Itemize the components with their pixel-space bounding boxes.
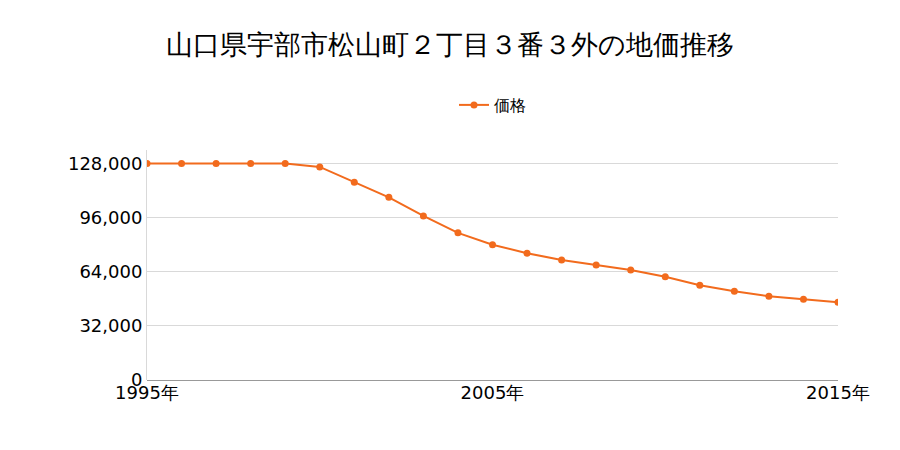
svg-text:2015年: 2015年 xyxy=(806,382,870,403)
svg-text:96,000: 96,000 xyxy=(79,207,142,228)
svg-text:1995年: 1995年 xyxy=(115,382,179,403)
svg-text:32,000: 32,000 xyxy=(79,315,142,336)
svg-text:64,000: 64,000 xyxy=(79,261,142,282)
svg-text:山口県宇部市松山町２丁目３番３外の地価推移: 山口県宇部市松山町２丁目３番３外の地価推移 xyxy=(166,29,734,60)
svg-text:0: 0 xyxy=(131,369,142,390)
svg-text:128,000: 128,000 xyxy=(68,153,142,174)
svg-text:2005年: 2005年 xyxy=(461,382,525,403)
svg-text:価格: 価格 xyxy=(494,96,526,115)
